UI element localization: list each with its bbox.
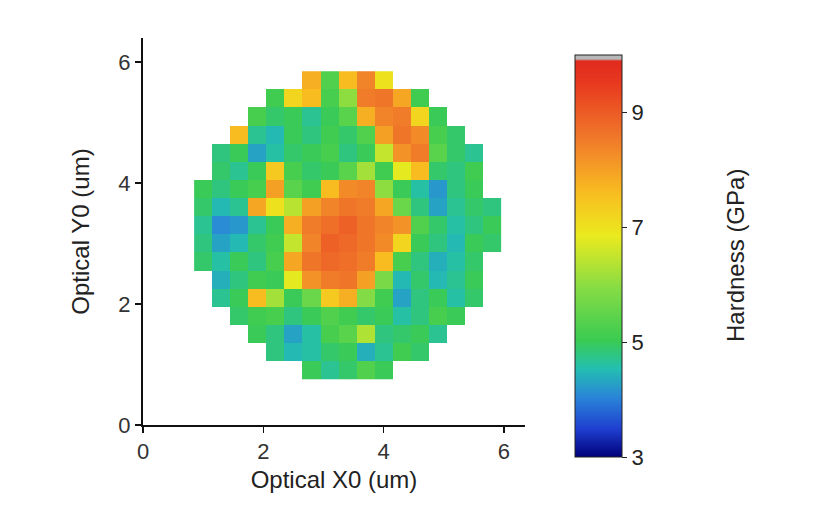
svg-text:7: 7 (631, 215, 643, 240)
svg-text:9: 9 (631, 100, 643, 125)
svg-text:0: 0 (118, 413, 130, 438)
svg-text:4: 4 (378, 439, 390, 464)
svg-text:Hardness (GPa): Hardness (GPa) (722, 169, 749, 342)
svg-text:Optical X0 (um): Optical X0 (um) (251, 466, 418, 493)
svg-text:6: 6 (498, 439, 510, 464)
svg-text:6: 6 (118, 50, 130, 75)
svg-text:2: 2 (118, 292, 130, 317)
svg-text:5: 5 (631, 330, 643, 355)
svg-text:3: 3 (631, 445, 643, 470)
svg-text:Optical Y0 (um): Optical Y0 (um) (67, 148, 94, 314)
svg-text:4: 4 (118, 171, 130, 196)
svg-text:0: 0 (137, 439, 149, 464)
svg-text:2: 2 (257, 439, 269, 464)
